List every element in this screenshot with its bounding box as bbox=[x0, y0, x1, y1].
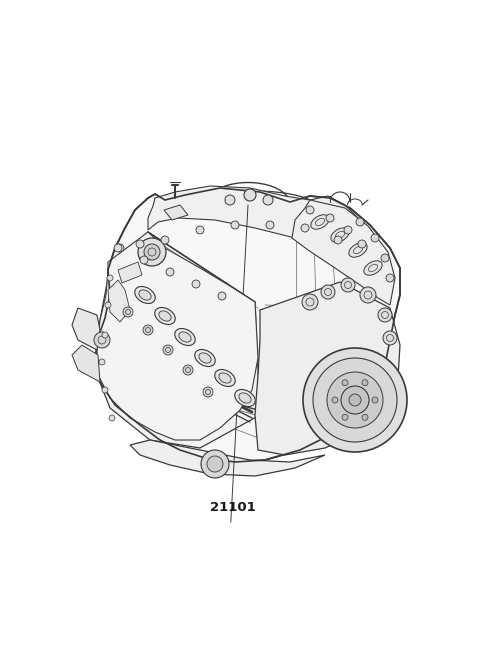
Circle shape bbox=[378, 308, 392, 322]
Circle shape bbox=[161, 236, 169, 244]
Circle shape bbox=[383, 331, 397, 345]
Polygon shape bbox=[130, 440, 325, 476]
Circle shape bbox=[116, 244, 124, 252]
Circle shape bbox=[244, 189, 256, 201]
Circle shape bbox=[313, 358, 397, 442]
Circle shape bbox=[102, 332, 108, 338]
Polygon shape bbox=[95, 188, 400, 462]
Circle shape bbox=[109, 415, 115, 421]
Circle shape bbox=[99, 359, 105, 365]
Circle shape bbox=[371, 234, 379, 242]
Circle shape bbox=[344, 226, 352, 234]
Circle shape bbox=[334, 236, 342, 244]
Ellipse shape bbox=[175, 329, 195, 345]
Circle shape bbox=[163, 345, 173, 355]
Ellipse shape bbox=[135, 286, 155, 303]
Polygon shape bbox=[97, 232, 260, 448]
Circle shape bbox=[105, 302, 111, 308]
Polygon shape bbox=[72, 345, 100, 382]
Circle shape bbox=[94, 332, 110, 348]
Circle shape bbox=[362, 415, 368, 421]
Circle shape bbox=[360, 287, 376, 303]
Polygon shape bbox=[72, 308, 100, 350]
Circle shape bbox=[263, 195, 273, 205]
Circle shape bbox=[144, 244, 160, 260]
Circle shape bbox=[381, 254, 389, 262]
Circle shape bbox=[225, 195, 235, 205]
Ellipse shape bbox=[235, 390, 255, 407]
Circle shape bbox=[306, 206, 314, 214]
Circle shape bbox=[386, 274, 394, 282]
Circle shape bbox=[303, 348, 407, 452]
Circle shape bbox=[136, 240, 144, 248]
Circle shape bbox=[266, 221, 274, 229]
Ellipse shape bbox=[215, 369, 235, 386]
Circle shape bbox=[341, 278, 355, 292]
Polygon shape bbox=[148, 186, 370, 248]
Polygon shape bbox=[164, 205, 188, 220]
Ellipse shape bbox=[195, 350, 215, 367]
Circle shape bbox=[341, 386, 369, 414]
Ellipse shape bbox=[311, 215, 329, 229]
Ellipse shape bbox=[199, 353, 211, 363]
Polygon shape bbox=[97, 232, 258, 440]
Circle shape bbox=[326, 214, 334, 222]
Circle shape bbox=[192, 280, 200, 288]
Circle shape bbox=[140, 256, 148, 264]
Circle shape bbox=[358, 240, 366, 248]
Circle shape bbox=[231, 221, 239, 229]
Polygon shape bbox=[108, 280, 130, 322]
Ellipse shape bbox=[139, 290, 151, 300]
Polygon shape bbox=[118, 262, 142, 283]
Ellipse shape bbox=[155, 307, 175, 324]
Circle shape bbox=[143, 325, 153, 335]
Circle shape bbox=[114, 244, 122, 252]
Circle shape bbox=[138, 238, 166, 266]
Ellipse shape bbox=[179, 332, 191, 342]
Circle shape bbox=[166, 268, 174, 276]
Circle shape bbox=[332, 397, 338, 403]
Circle shape bbox=[123, 307, 133, 317]
Ellipse shape bbox=[349, 243, 367, 257]
Polygon shape bbox=[255, 282, 400, 455]
Circle shape bbox=[218, 292, 226, 300]
Ellipse shape bbox=[364, 261, 382, 275]
Circle shape bbox=[321, 285, 335, 299]
Circle shape bbox=[102, 387, 108, 393]
Ellipse shape bbox=[219, 373, 231, 383]
Circle shape bbox=[183, 365, 193, 375]
Circle shape bbox=[207, 456, 223, 472]
Circle shape bbox=[302, 294, 318, 310]
Text: 21101: 21101 bbox=[210, 501, 256, 514]
Circle shape bbox=[327, 372, 383, 428]
Circle shape bbox=[203, 387, 213, 397]
Circle shape bbox=[342, 415, 348, 421]
Circle shape bbox=[372, 397, 378, 403]
Ellipse shape bbox=[331, 228, 349, 242]
Circle shape bbox=[196, 226, 204, 234]
Circle shape bbox=[342, 380, 348, 386]
Circle shape bbox=[362, 380, 368, 386]
Circle shape bbox=[356, 218, 364, 226]
Ellipse shape bbox=[239, 393, 251, 403]
Ellipse shape bbox=[159, 311, 171, 321]
Circle shape bbox=[107, 275, 113, 281]
Polygon shape bbox=[292, 200, 395, 305]
Circle shape bbox=[201, 450, 229, 478]
Circle shape bbox=[301, 224, 309, 232]
Circle shape bbox=[349, 394, 361, 406]
